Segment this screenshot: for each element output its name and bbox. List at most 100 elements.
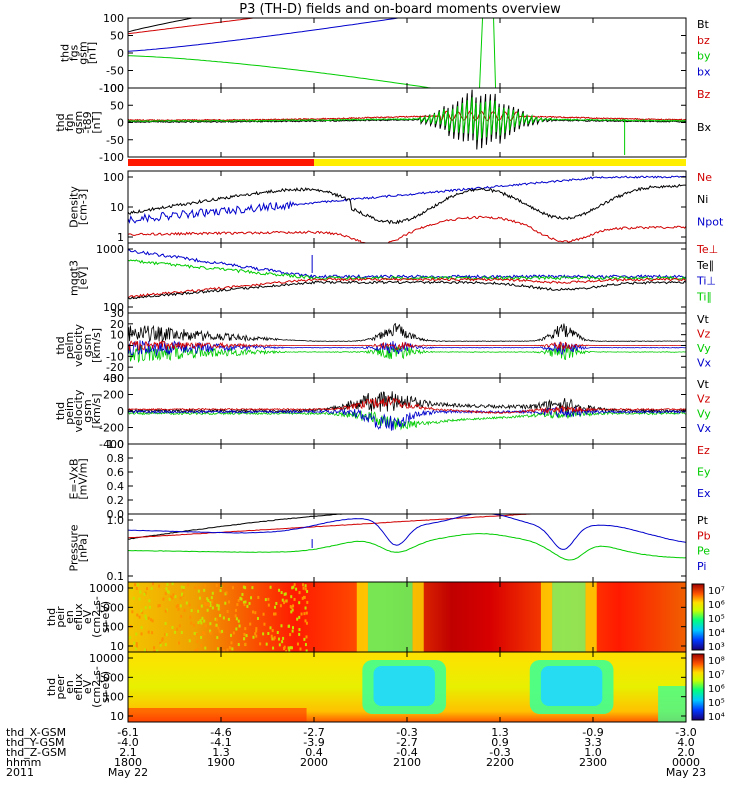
spectrogram-pixel bbox=[198, 606, 201, 610]
spectrogram-pixel bbox=[254, 632, 257, 636]
position-value: -4.6 bbox=[210, 726, 231, 739]
spectrogram-pixel bbox=[194, 586, 197, 590]
series-by-spike bbox=[479, 18, 497, 88]
spectrogram-pixel bbox=[145, 617, 148, 621]
y-tick-label: 10 bbox=[110, 710, 124, 723]
spectrogram-pixel bbox=[231, 647, 234, 651]
y-tick-label: 1.0 bbox=[107, 438, 125, 451]
spectrogram-pixel bbox=[298, 615, 301, 619]
spectrogram-pixel bbox=[293, 583, 296, 587]
spectrogram-pixel bbox=[196, 648, 199, 652]
spectrogram-pixel bbox=[228, 600, 231, 604]
spectrogram-pixel bbox=[171, 625, 174, 629]
panel-peer-plot-area bbox=[128, 652, 686, 722]
y-tick-label: 100 bbox=[103, 691, 124, 704]
spectrogram-pixel bbox=[243, 603, 246, 607]
spectrogram-pixel bbox=[188, 603, 191, 607]
panel-y-label: Density[cm-3] bbox=[68, 186, 90, 228]
colorbar-label: 10⁴ bbox=[708, 628, 725, 639]
legend-temp-2: Ti⊥ bbox=[696, 275, 716, 288]
spectrogram-pixel bbox=[216, 647, 219, 651]
spectrogram-pixel bbox=[281, 640, 284, 644]
spectrogram-pixel bbox=[161, 637, 164, 641]
spectrogram-pixel bbox=[187, 583, 190, 587]
spectrogram-pixel bbox=[219, 589, 222, 593]
spectrogram-pixel bbox=[158, 604, 161, 608]
spectrogram-pixel bbox=[252, 635, 255, 639]
colorbar-label: 10⁴ bbox=[708, 712, 725, 723]
y-tick-label: 10 bbox=[110, 640, 124, 653]
legend-pressure-3: Pi bbox=[697, 560, 706, 573]
x-tick-label: 0000 bbox=[672, 756, 700, 769]
spectrogram-pixel bbox=[274, 612, 277, 616]
spectrogram-pixel bbox=[203, 588, 206, 592]
spectrogram-pixel bbox=[180, 614, 183, 618]
spectrogram-pixel bbox=[287, 624, 290, 628]
spectrogram-pixel bbox=[270, 634, 273, 638]
spectrogram-pixel bbox=[134, 583, 137, 587]
y-label-line: peer bbox=[54, 674, 67, 700]
y-label-line: (cm2-s- bbox=[90, 596, 103, 638]
spectrogram-pixel bbox=[251, 586, 254, 590]
y-tick-label: 10 bbox=[110, 329, 124, 342]
spectrogram-pixel bbox=[285, 649, 288, 652]
y-tick-label: 1000 bbox=[96, 243, 124, 256]
spectrogram-pixel bbox=[151, 582, 154, 586]
spectrogram-pixel bbox=[171, 596, 174, 600]
panel-pressure: 1.0 0.1 Pressure[nPa] Pt Pb Pe Pi bbox=[68, 513, 711, 583]
spectrogram-pixel bbox=[304, 619, 307, 623]
y-label-line: eV bbox=[81, 609, 94, 624]
spectrogram-peir-band bbox=[412, 582, 424, 652]
y-label-line: sr-eV) bbox=[99, 671, 112, 703]
spectrogram-pixel bbox=[272, 637, 275, 641]
colorbar-label: 10⁸ bbox=[708, 656, 725, 667]
spectrogram-pixel bbox=[177, 607, 180, 611]
y-tick-label: -30 bbox=[106, 372, 124, 385]
spectrogram-pixel bbox=[203, 632, 206, 636]
series-Npot bbox=[128, 175, 686, 224]
panel-pelm: 3020100-10-20-30thdpelmvelocitygsm[km/s]… bbox=[54, 307, 712, 385]
spectrogram-pixel bbox=[167, 590, 170, 594]
legend-efield-1: Ey bbox=[697, 465, 711, 478]
x-tick-label: 2200 bbox=[486, 756, 514, 769]
spectrogram-pixel bbox=[244, 627, 247, 631]
spectrogram-pixel bbox=[153, 650, 156, 652]
legend-efield-2: Ex bbox=[697, 487, 711, 500]
spectrogram-pixel bbox=[244, 600, 247, 604]
spectrogram-pixel bbox=[226, 609, 229, 613]
position-value: -6.1 bbox=[117, 726, 138, 739]
panel-frame bbox=[127, 651, 687, 723]
spectrogram-pixel bbox=[178, 641, 181, 645]
colorbar-label: 10⁵ bbox=[708, 698, 725, 709]
spectrogram-pixel bbox=[148, 599, 151, 603]
spectrogram-pixel bbox=[267, 632, 270, 636]
x-tick-label: 1900 bbox=[207, 756, 235, 769]
y-label-line: peim bbox=[63, 397, 76, 425]
panel-density: 100 10 1 Density[cm-3] Ne Ni Npot bbox=[68, 170, 724, 244]
spectrogram-pixel bbox=[292, 604, 295, 608]
spectrogram-pixel bbox=[180, 585, 183, 589]
legend-temp-3: Ti∥ bbox=[696, 290, 712, 303]
spectrogram-pixel bbox=[185, 601, 188, 605]
spectrogram-pixel bbox=[303, 637, 306, 641]
spectrogram-pixel bbox=[135, 644, 138, 648]
panel-y-label: E=-VxB[mV/m] bbox=[68, 458, 90, 499]
series-pelm-Vy bbox=[128, 343, 686, 364]
spectrogram-pixel bbox=[199, 619, 202, 623]
spectrogram-pixel bbox=[278, 588, 281, 592]
spectrogram-pixel bbox=[134, 647, 137, 651]
spectrogram-pixel bbox=[209, 604, 212, 608]
y-label-line: Density bbox=[68, 186, 81, 228]
spectrogram-pixel bbox=[267, 603, 270, 607]
colorbar-label: 10⁷ bbox=[708, 670, 725, 681]
spectrogram-pixel bbox=[251, 610, 254, 614]
series-Te-par bbox=[128, 280, 686, 300]
spectrogram-pixel bbox=[282, 636, 285, 640]
series-Pi bbox=[128, 514, 686, 550]
y-tick-label: 0 bbox=[117, 47, 124, 60]
panel-y-label: mqgt3[eV] bbox=[68, 260, 90, 296]
spectrogram-pixel bbox=[226, 648, 229, 652]
series-Ne bbox=[128, 215, 686, 243]
y-tick-label: 100 bbox=[103, 82, 124, 95]
panel-frame bbox=[127, 513, 687, 583]
